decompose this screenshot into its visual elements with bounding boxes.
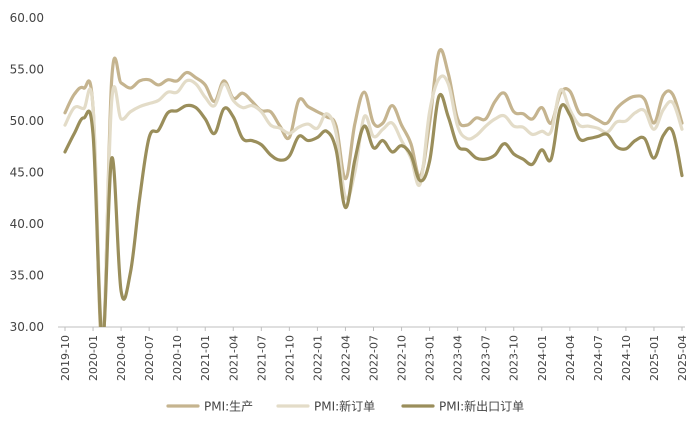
series-line-2: [63, 74, 684, 327]
y-tick-label: 55.00: [10, 63, 44, 77]
y-axis-ticks: 30.00 35.00 40.00 45.00 50.00 55.00 60.00: [10, 11, 44, 334]
series-lines: [63, 48, 684, 327]
x-tick-label: 2025-04: [676, 335, 689, 381]
x-tick-label: 2019-10: [59, 335, 72, 381]
y-tick-label: 30.00: [10, 320, 44, 334]
x-tick-label: 2020-10: [171, 335, 184, 381]
x-tick-label: 2021-10: [283, 335, 296, 381]
x-tick-label: 2024-10: [620, 335, 633, 381]
legend-label-2: PMI:新订单: [314, 399, 375, 414]
x-tick-label: 2023-04: [452, 335, 465, 381]
series-line-3: [63, 92, 684, 327]
y-tick-label: 50.00: [10, 114, 44, 128]
x-tick-label: 2021-01: [199, 335, 212, 381]
x-tick-label: 2024-07: [592, 335, 605, 381]
series-line-1: [63, 48, 684, 327]
x-tick-label: 2020-01: [87, 335, 100, 381]
x-tick-label: 2023-07: [480, 335, 493, 381]
x-tick-label: 2022-04: [339, 335, 352, 381]
y-tick-label: 40.00: [10, 217, 44, 231]
x-tick-label: 2023-10: [508, 335, 521, 381]
legend: PMI:生产 PMI:新订单 PMI:新出口订单: [166, 399, 524, 414]
x-tick-label: 2025-01: [648, 335, 661, 381]
x-tick-label: 2022-07: [368, 335, 381, 381]
x-tick-label: 2024-04: [564, 335, 577, 381]
x-tick-label: 2020-07: [143, 335, 156, 381]
x-tick-label: 2021-04: [227, 335, 240, 381]
x-tick-label: 2020-04: [115, 335, 128, 381]
legend-label-1: PMI:生产: [204, 400, 253, 414]
legend-label-3: PMI:新出口订单: [439, 399, 524, 414]
x-tick-label: 2021-07: [255, 335, 268, 381]
x-tick-label: 2022-10: [396, 335, 409, 381]
x-tick-label: 2022-01: [311, 335, 324, 381]
x-tick-label: 2024-01: [536, 335, 549, 381]
y-tick-label: 35.00: [10, 269, 44, 283]
y-tick-label: 60.00: [10, 11, 44, 25]
x-axis-ticks: 2019-10 2020-01 2020-04 2020-07 2020-10 2021-…: [59, 327, 689, 381]
x-tick-label: 2023-01: [424, 335, 437, 381]
y-tick-label: 45.00: [10, 166, 44, 180]
